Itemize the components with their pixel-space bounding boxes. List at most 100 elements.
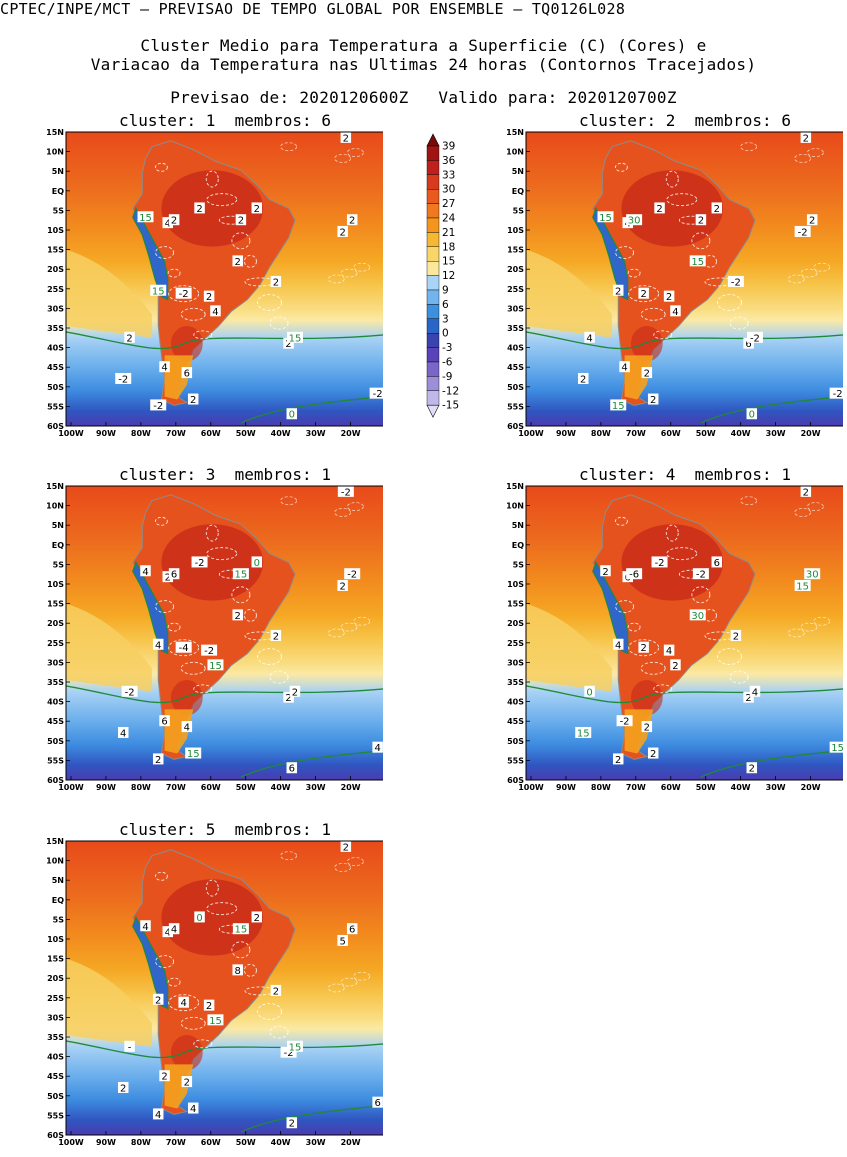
contour-label: 4 [752, 687, 758, 698]
contour-label-box [159, 361, 170, 373]
contour-label-box [124, 1040, 135, 1052]
contour-label-box [201, 644, 218, 656]
andes-cold-strip [132, 206, 169, 301]
contour-label-box [612, 753, 624, 765]
change-contour [280, 851, 298, 861]
contour-label: -2 [833, 389, 843, 400]
contour-label-box [203, 290, 215, 302]
change-contour [717, 648, 742, 665]
pacific-cool-tongue [526, 249, 612, 338]
contour-label-box [584, 331, 595, 343]
hot-interior-region [161, 524, 264, 601]
contour-label-box [159, 715, 170, 727]
contour-label-box [286, 408, 298, 420]
change-contour [615, 600, 635, 613]
colorbar-tick-label: -12 [442, 385, 459, 397]
contour-label: 15 [831, 743, 843, 754]
contour-label: 2 [339, 581, 345, 592]
contour-label: 15 [289, 333, 302, 344]
change-contour [787, 274, 805, 284]
contour-label-box [711, 556, 723, 568]
contour-label-box [152, 1108, 164, 1120]
contour-label-box [286, 1117, 298, 1129]
colorbar-tick-label: 0 [442, 328, 449, 340]
lat-tick-label: 40S [47, 698, 64, 707]
lon-tick-label: 60W [201, 429, 221, 436]
contour-label-box [794, 579, 811, 591]
contour-label: 15 [235, 925, 248, 936]
contour-label: 2 [615, 755, 621, 766]
change-contour [627, 268, 641, 278]
colorbar-swatch [426, 332, 440, 348]
contour-label-box [695, 214, 707, 226]
lat-tick-label: 40S [47, 344, 64, 353]
change-contour [243, 963, 257, 977]
lat-tick-label: 10N [506, 148, 524, 157]
lat-tick-label: 50S [507, 737, 524, 746]
contour-label-box [340, 841, 352, 852]
colorbar-swatch [426, 289, 440, 305]
lat-tick-label: 55S [47, 402, 64, 411]
contour-label-box [619, 361, 630, 373]
andes-cold-strip [592, 206, 629, 301]
contour-label-box [372, 1096, 383, 1108]
change-contour [653, 684, 673, 694]
lat-tick-label: 35S [47, 324, 64, 333]
contour-label: 2 [206, 1001, 212, 1012]
contour-label-box [150, 399, 167, 411]
contour-label: 2 [165, 573, 171, 584]
contour-label: 4 [142, 922, 148, 933]
contour-15 [526, 331, 843, 350]
lon-tick-label: 80W [131, 429, 151, 436]
map-frame [525, 485, 843, 781]
lon-tick-label: 70W [626, 783, 646, 790]
lat-tick-label: 20S [47, 974, 64, 983]
contour-label: 2 [155, 995, 161, 1006]
colorbar-swatch [426, 145, 440, 161]
hot-interior-region [621, 524, 724, 601]
change-contour [193, 684, 213, 694]
contour-label-box [181, 721, 193, 733]
contour-label: 2 [155, 755, 161, 766]
colorbar-tick-label: 18 [442, 241, 455, 253]
lat-tick-label: 30S [507, 658, 524, 667]
contour-label: 4 [190, 1104, 196, 1115]
contour-label: 2 [714, 204, 720, 215]
lat-tick-label: 5S [53, 206, 65, 215]
contour-label: -2 [179, 289, 189, 300]
colorbar-swatch [426, 232, 440, 248]
contour-label-box [235, 214, 247, 226]
contour-label: 4 [142, 567, 148, 578]
contour-label-box [207, 659, 224, 671]
colorbar-tick-label: -3 [442, 342, 452, 354]
contour-label: 5 [339, 936, 345, 947]
map-frame [65, 485, 383, 781]
contour-label: 15 [796, 581, 809, 592]
lat-tick-label: 45S [47, 363, 64, 372]
contour-label: 2 [698, 216, 704, 227]
contour-label-box [178, 996, 189, 1008]
lat-tick-label: 15S [47, 600, 64, 609]
southern-cone-field [164, 355, 194, 400]
contour-label: 15 [139, 213, 152, 224]
contour-label-box [575, 726, 592, 738]
lat-tick-label: 15S [507, 246, 524, 255]
patagonia-warm-spot [630, 680, 663, 716]
lat-tick-label: 5N [52, 167, 64, 176]
patagonia-warm-spot [170, 1035, 203, 1071]
lon-tick-label: 70W [166, 429, 186, 436]
lon-tick-label: 50W [236, 783, 256, 790]
contour-label: -2 [347, 570, 357, 581]
lat-tick-label: EQ [52, 187, 64, 196]
lat-tick-label: 15S [507, 600, 524, 609]
contour-label: 2 [285, 339, 291, 350]
change-contour [800, 622, 818, 632]
contour-label-box [663, 290, 675, 302]
contour-label: 2 [745, 693, 751, 704]
lon-tick-label: 40W [271, 1138, 291, 1145]
patagonia-warm-spot [170, 326, 203, 362]
contour-label-box [251, 911, 263, 923]
lon-tick-label: 70W [166, 783, 186, 790]
lat-tick-label: 40S [507, 698, 524, 707]
contour-label: 2 [343, 842, 349, 853]
